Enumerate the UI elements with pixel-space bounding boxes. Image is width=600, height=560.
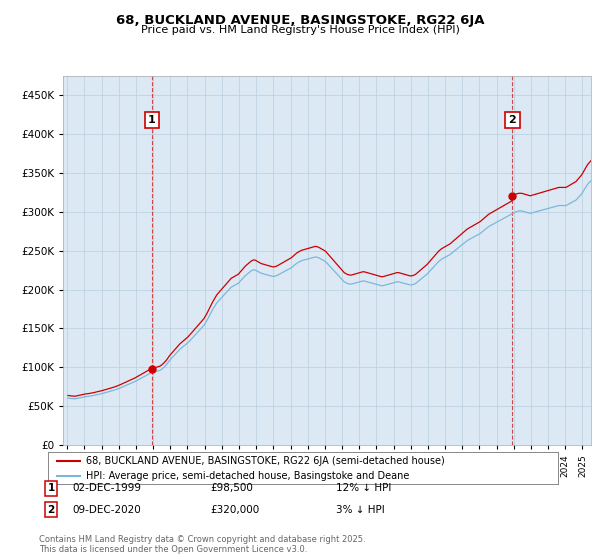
Text: 09-DEC-2020: 09-DEC-2020 [72,505,141,515]
Text: 1: 1 [148,115,155,125]
Text: 1: 1 [47,483,55,493]
Text: 2: 2 [508,115,516,125]
Text: 02-DEC-1999: 02-DEC-1999 [72,483,141,493]
Text: 68, BUCKLAND AVENUE, BASINGSTOKE, RG22 6JA (semi-detached house): 68, BUCKLAND AVENUE, BASINGSTOKE, RG22 6… [86,456,445,466]
Text: 12% ↓ HPI: 12% ↓ HPI [336,483,391,493]
Text: 68, BUCKLAND AVENUE, BASINGSTOKE, RG22 6JA: 68, BUCKLAND AVENUE, BASINGSTOKE, RG22 6… [116,14,484,27]
Text: Price paid vs. HM Land Registry's House Price Index (HPI): Price paid vs. HM Land Registry's House … [140,25,460,35]
Text: £98,500: £98,500 [210,483,253,493]
Text: This data is licensed under the Open Government Licence v3.0.: This data is licensed under the Open Gov… [39,545,307,554]
Text: 2: 2 [47,505,55,515]
Text: £320,000: £320,000 [210,505,259,515]
Text: Contains HM Land Registry data © Crown copyright and database right 2025.: Contains HM Land Registry data © Crown c… [39,535,365,544]
Text: 3% ↓ HPI: 3% ↓ HPI [336,505,385,515]
Text: HPI: Average price, semi-detached house, Basingstoke and Deane: HPI: Average price, semi-detached house,… [86,470,410,480]
